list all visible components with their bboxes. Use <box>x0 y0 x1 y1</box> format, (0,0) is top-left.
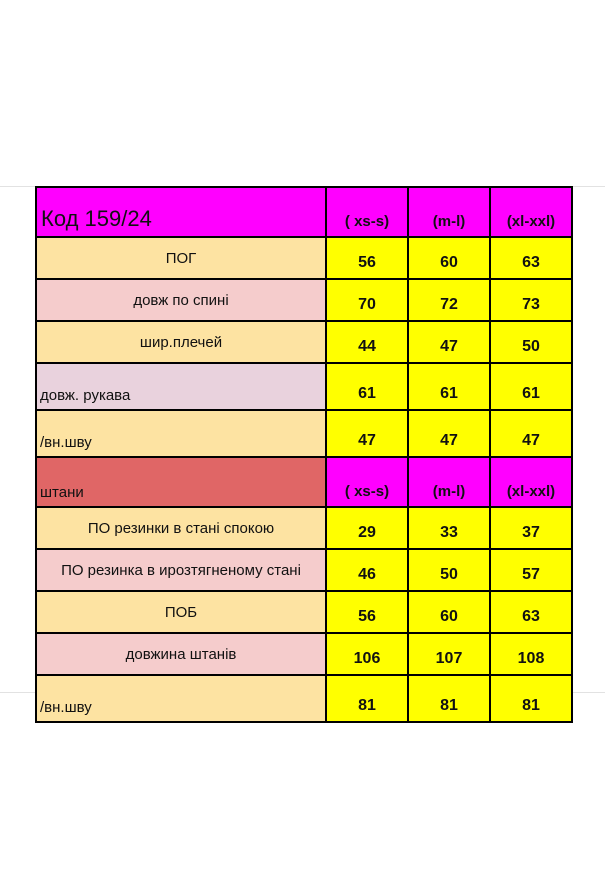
cell: 47 <box>489 409 573 458</box>
table-row: ПО резинка в ирозтягненому стані 46 50 5… <box>35 548 573 592</box>
section-label: штани <box>35 456 327 508</box>
product-code: Код 159/24 <box>35 186 327 238</box>
cell: 47 <box>407 320 491 364</box>
cell: 106 <box>325 632 409 676</box>
cell: 50 <box>489 320 573 364</box>
cell: 56 <box>325 236 409 280</box>
table-row: /вн.шву 81 81 81 <box>35 674 573 723</box>
row-label: /вн.шву <box>35 409 327 458</box>
cell: 70 <box>325 278 409 322</box>
cell: 108 <box>489 632 573 676</box>
size-header: (xl-xxl) <box>489 456 573 508</box>
cell: 61 <box>489 362 573 411</box>
cell: 44 <box>325 320 409 364</box>
row-label: довж по спині <box>35 278 327 322</box>
cell: 57 <box>489 548 573 592</box>
cell: 37 <box>489 506 573 550</box>
row-label: ПО резинки в стані спокою <box>35 506 327 550</box>
cell: 107 <box>407 632 491 676</box>
size-header: ( xs-s) <box>325 456 409 508</box>
table-row: ПОБ 56 60 63 <box>35 590 573 634</box>
cell: 46 <box>325 548 409 592</box>
table-row: /вн.шву 47 47 47 <box>35 409 573 458</box>
cell: 56 <box>325 590 409 634</box>
cell: 47 <box>325 409 409 458</box>
cell: 50 <box>407 548 491 592</box>
table-row: довж по спині 70 72 73 <box>35 278 573 322</box>
table-row: довж. рукава 61 61 61 <box>35 362 573 411</box>
row-label: ПОБ <box>35 590 327 634</box>
section-header-row: штани ( xs-s) (m-l) (xl-xxl) <box>35 456 573 508</box>
cell: 61 <box>325 362 409 411</box>
row-label: шир.плечей <box>35 320 327 364</box>
table-row: шир.плечей 44 47 50 <box>35 320 573 364</box>
header-row: Код 159/24 ( xs-s) (m-l) (xl-xxl) <box>35 186 573 238</box>
size-header: (m-l) <box>407 186 491 238</box>
row-label: довж. рукава <box>35 362 327 411</box>
size-header: (m-l) <box>407 456 491 508</box>
row-label: ПО резинка в ирозтягненому стані <box>35 548 327 592</box>
cell: 33 <box>407 506 491 550</box>
row-label: ПОГ <box>35 236 327 280</box>
cell: 60 <box>407 236 491 280</box>
cell: 60 <box>407 590 491 634</box>
cell: 72 <box>407 278 491 322</box>
cell: 63 <box>489 236 573 280</box>
cell: 73 <box>489 278 573 322</box>
table-row: ПОГ 56 60 63 <box>35 236 573 280</box>
size-header: ( xs-s) <box>325 186 409 238</box>
table-row: ПО резинки в стані спокою 29 33 37 <box>35 506 573 550</box>
cell: 29 <box>325 506 409 550</box>
cell: 47 <box>407 409 491 458</box>
table-row: довжина штанів 106 107 108 <box>35 632 573 676</box>
cell: 81 <box>407 674 491 723</box>
cell: 81 <box>325 674 409 723</box>
size-header: (xl-xxl) <box>489 186 573 238</box>
row-label: довжина штанів <box>35 632 327 676</box>
size-chart-table: Код 159/24 ( xs-s) (m-l) (xl-xxl) ПОГ 56… <box>35 186 573 723</box>
cell: 63 <box>489 590 573 634</box>
cell: 61 <box>407 362 491 411</box>
cell: 81 <box>489 674 573 723</box>
row-label: /вн.шву <box>35 674 327 723</box>
